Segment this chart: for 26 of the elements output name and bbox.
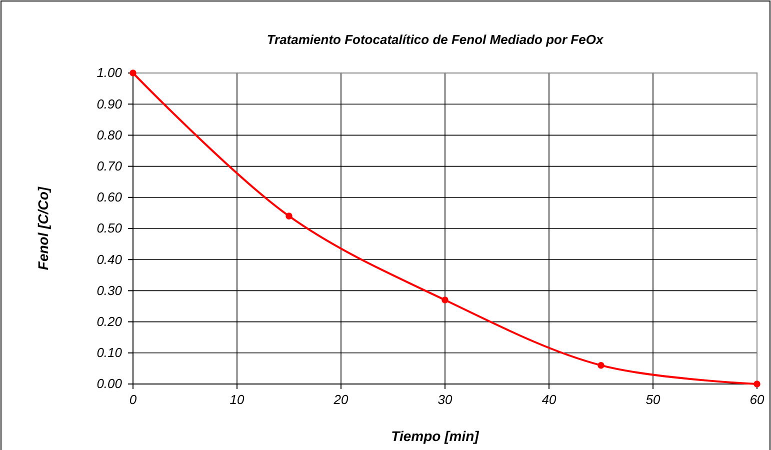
x-tick-label: 40 — [542, 392, 557, 408]
x-tick-label: 20 — [332, 392, 349, 408]
y-tick-label: 0.40 — [96, 252, 123, 267]
y-tick-label: 0.00 — [96, 376, 123, 392]
x-tick-label: 30 — [438, 392, 453, 408]
point — [286, 212, 292, 220]
y-tick-label: 1.00 — [96, 65, 123, 80]
x-tick-label: 60 — [750, 392, 765, 408]
point — [442, 296, 448, 304]
y-tick-label: 0.50 — [96, 220, 123, 236]
chart-title: Tratamiento Fotocatalítico de Fenol Mediado por FeOx — [266, 32, 604, 47]
point — [598, 362, 604, 369]
y-tick-label: 0.70 — [96, 158, 123, 174]
y-tick-label: 0.20 — [96, 314, 123, 329]
y-tick-label: 0.10 — [96, 345, 123, 360]
x-tick-label: 50 — [646, 392, 661, 408]
y-tick-label: 0.80 — [96, 127, 123, 142]
y-tick-label: 0.30 — [96, 282, 123, 298]
point — [754, 380, 760, 388]
point — [130, 70, 136, 76]
x-tick-label: 10 — [230, 392, 245, 408]
x-tick-label: 0 — [129, 392, 138, 408]
y-tick-label: 0.60 — [96, 190, 123, 205]
y-axis-title: Fenol [C/Co] — [35, 186, 51, 270]
x-axis-title: Tiempo [min] — [391, 428, 480, 444]
y-tick-label: 0.90 — [96, 96, 123, 112]
